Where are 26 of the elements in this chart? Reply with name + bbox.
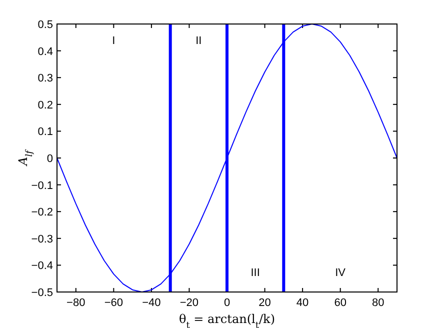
annotation: IV: [335, 267, 346, 279]
y-tick-label: 0.2: [38, 99, 53, 112]
line-series: [56, 24, 398, 292]
x-tick-label: −60: [104, 297, 124, 309]
annotation: III: [250, 267, 260, 279]
x-tick-label: 20: [258, 297, 271, 309]
annotation: I: [112, 35, 116, 47]
x-tick-label: 40: [296, 297, 309, 309]
x-tick-label: −20: [180, 297, 199, 309]
y-tick-label: 0.5: [38, 19, 53, 31]
x-tick-label: −80: [66, 297, 86, 309]
y-tick-label: −0.5: [31, 287, 53, 299]
y-tick-label: 0.4: [38, 46, 53, 58]
y-tick-label: 0.1: [38, 126, 53, 138]
x-tick-label: 60: [334, 297, 346, 309]
y-tick-label: −0.1: [31, 180, 53, 192]
x-axis-title: θ$_{t}$ = arctan(l$_{t}$/k): [178, 312, 276, 328]
y-tick-label: −0.4: [31, 260, 53, 272]
x-tick-label: 0: [224, 297, 230, 309]
annotation: II: [196, 35, 202, 47]
y-tick-label: 0.3: [38, 72, 53, 85]
y-tick-label: −0.3: [31, 233, 53, 246]
y-tick-label: 0: [46, 153, 53, 165]
x-tick-label: −40: [142, 297, 161, 309]
y-tick-label: −0.2: [31, 206, 53, 219]
x-tick-label: 80: [372, 297, 384, 309]
